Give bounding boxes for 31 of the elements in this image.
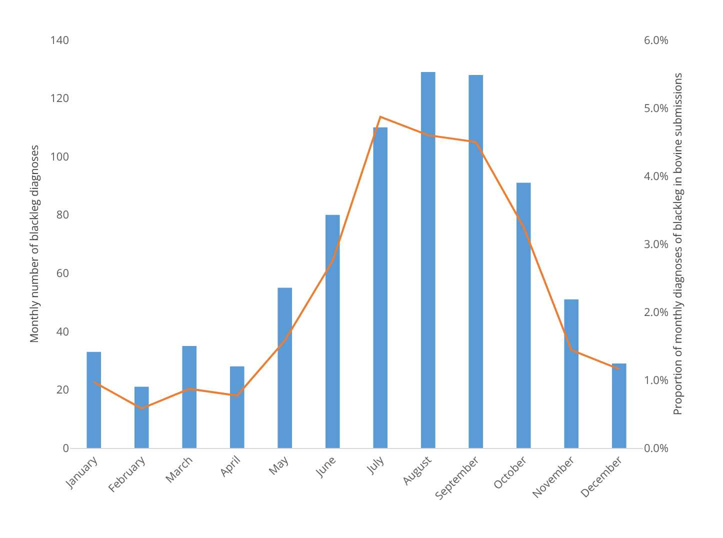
y2-tick-label: 0.0% xyxy=(644,440,669,456)
bar xyxy=(134,386,149,448)
y2-tick-label: 5.0% xyxy=(644,100,669,116)
bar xyxy=(278,288,292,448)
y-tick-label: 60 xyxy=(56,266,69,281)
bar xyxy=(230,366,244,448)
bar xyxy=(325,214,340,448)
bar xyxy=(564,299,579,448)
y2-tick-label: 3.0% xyxy=(644,236,669,252)
bar xyxy=(373,127,388,448)
line-series xyxy=(92,116,620,410)
y2-axis-title: Proportion of monthly diagnoses of blackleg in bovine submissions xyxy=(670,72,686,416)
y2-tick-label: 1.0% xyxy=(644,372,669,388)
y-tick-label: 20 xyxy=(56,382,69,398)
y2-tick-label: 4.0% xyxy=(644,168,669,184)
y-tick-label: 100 xyxy=(50,149,69,164)
y-tick-label: 80 xyxy=(56,208,69,223)
y2-tick-label: 6.0% xyxy=(644,32,669,48)
y-tick-label: 40 xyxy=(56,324,69,340)
bar xyxy=(468,74,484,448)
y2-tick-label: 2.0% xyxy=(644,304,669,320)
y-tick-label: 140 xyxy=(50,32,69,48)
bar xyxy=(420,72,436,448)
bar xyxy=(86,352,102,448)
x-tick-label: May xyxy=(266,452,292,479)
bar xyxy=(182,346,197,448)
y-axis-title: Monthly number of blackleg diagnoses xyxy=(27,144,42,344)
y-tick-label: 120 xyxy=(50,91,69,106)
bar xyxy=(612,363,626,448)
bar xyxy=(516,182,531,448)
y-tick-label: 0 xyxy=(62,440,69,456)
